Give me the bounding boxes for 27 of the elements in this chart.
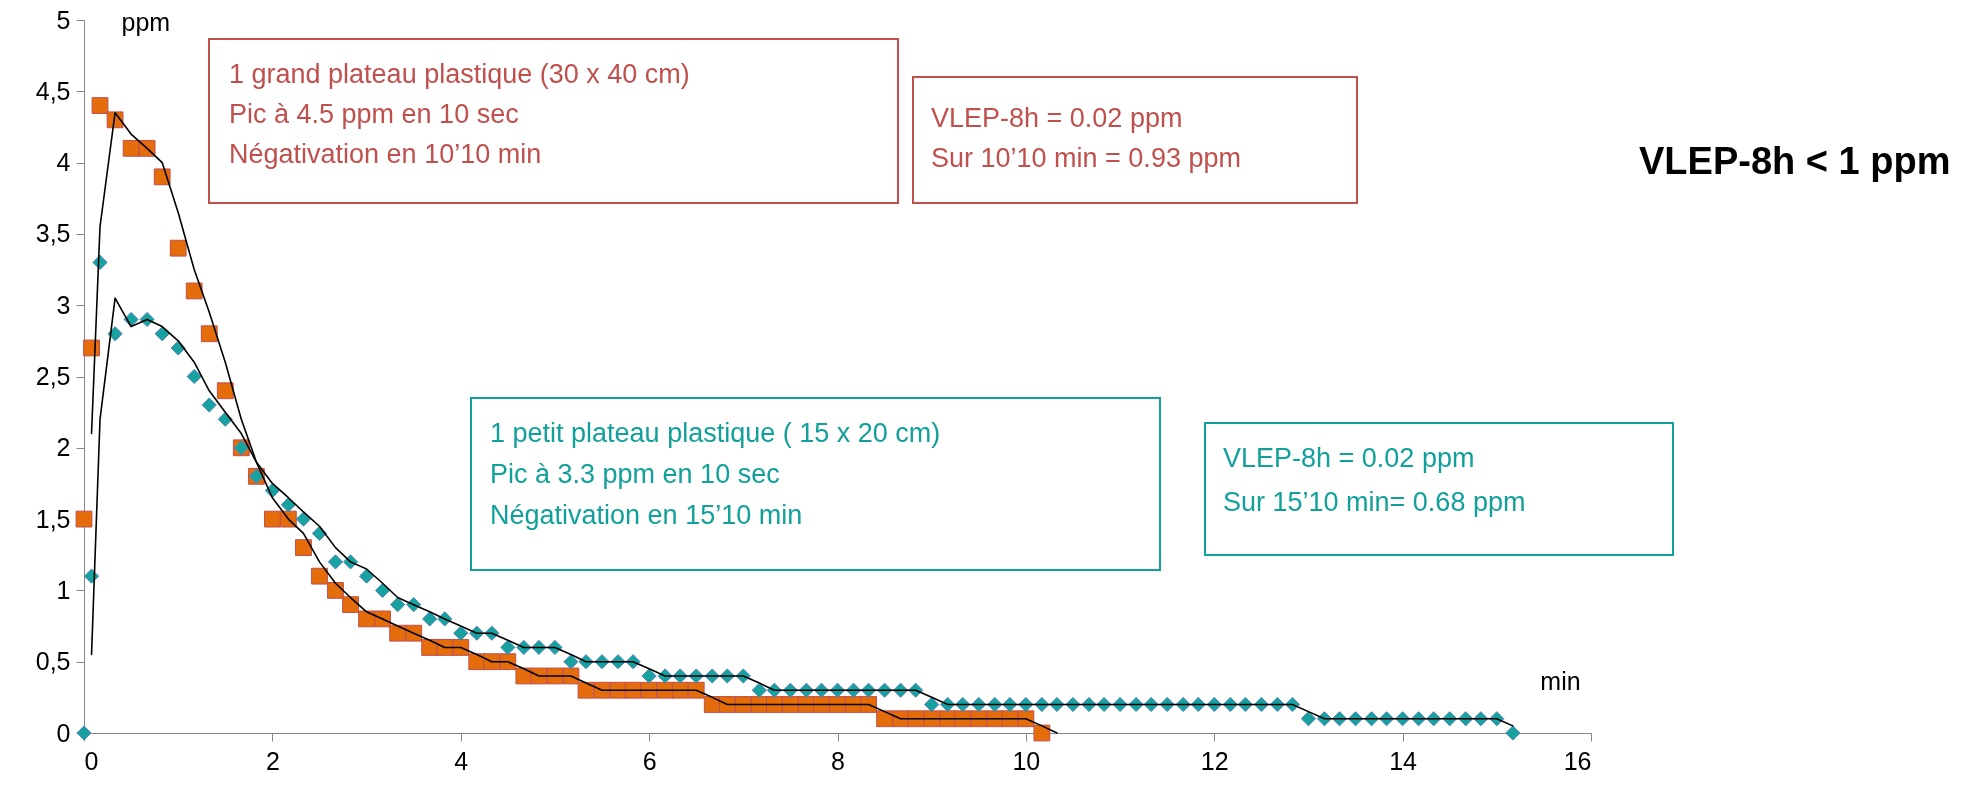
text-box: VLEP-8h = 0.02 ppm Sur 10’10 min = 0.93 ppm — [912, 76, 1358, 204]
y-tick-label: 0 — [56, 718, 71, 747]
text-box: VLEP-8h = 0.02 ppm Sur 15’10 min= 0.68 ppm — [1204, 422, 1674, 556]
x-tick-label: 2 — [265, 746, 280, 775]
x-tick-label: 6 — [642, 746, 657, 775]
y-axis-title: ppm — [121, 7, 171, 36]
x-axis-title: min — [1540, 666, 1581, 695]
y-tick-label: 2 — [56, 433, 71, 462]
y-tick-label: 4 — [56, 148, 71, 177]
text: VLEP-8h < 1 ppm — [1639, 140, 1951, 183]
x-tick-label: 14 — [1389, 746, 1418, 775]
y-tick-label: 4,5 — [35, 76, 71, 105]
y-tick-label: 3,5 — [35, 219, 71, 248]
x-tick-label: 16 — [1563, 746, 1592, 775]
y-tick-label: 0,5 — [35, 647, 71, 676]
y-tick-label: 2,5 — [35, 362, 71, 390]
y-tick-label: 1,5 — [35, 504, 71, 533]
text-box: 1 petit plateau plastique ( 15 x 20 cm) Pic à 3.3 ppm en 10 sec Négativation en 15’10 min — [470, 397, 1161, 571]
x-tick-label: 8 — [831, 746, 845, 775]
x-tick-label: 0 — [84, 746, 99, 775]
y-tick-label: 3 — [56, 290, 71, 319]
y-tick-label: 1 — [56, 575, 71, 604]
y-tick-label: 5 — [56, 5, 71, 34]
x-tick-label: 4 — [454, 746, 469, 775]
x-tick-label: 10 — [1012, 746, 1041, 775]
text-box: 1 grand plateau plastique (30 x 40 cm) Pic à 4.5 ppm en 10 sec Négativation en 10’10 min — [208, 38, 899, 204]
x-tick-label: 12 — [1200, 746, 1229, 775]
